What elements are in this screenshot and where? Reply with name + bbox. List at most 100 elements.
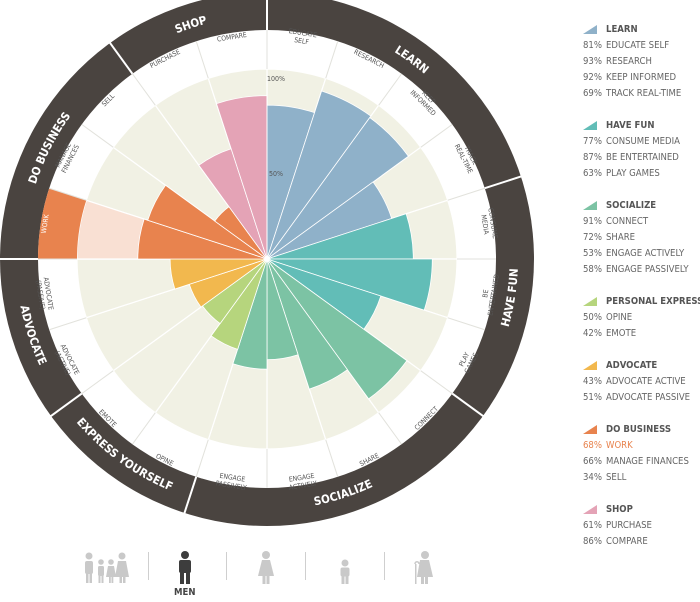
legend-item-label: PLAY GAMES <box>606 167 660 179</box>
sector-divider <box>378 412 403 445</box>
legend-swatch-icon <box>583 425 597 434</box>
category-divider <box>108 41 134 75</box>
legend-item-value: 42% <box>583 327 602 339</box>
men-persona-icon[interactable] <box>176 548 194 588</box>
legend-item-label: CONSUME MEDIA <box>606 135 680 147</box>
legend-header: DO BUSINESS <box>583 422 700 437</box>
kids-persona-icon[interactable] <box>336 548 354 588</box>
legend-item-label: EMOTE <box>606 327 637 339</box>
legend-item: 92% KEEP INFORMED <box>583 69 700 85</box>
bar-work[interactable] <box>137 218 268 260</box>
legend-header: ADVOCATE <box>583 358 700 373</box>
highlight-label-band <box>38 188 87 259</box>
legend-item-label: TRACK REAL-TIME <box>606 87 682 99</box>
legend-group: HAVE FUN 77% CONSUME MEDIA 87% BE ENTERTAINE… <box>583 118 700 181</box>
sector-divider <box>378 73 403 106</box>
legend-item-value: 69% <box>583 87 602 99</box>
polar-area-chart: 100%50%EDUCATESELFRESEARCHKEEPINFORMEDTR… <box>0 0 534 526</box>
legend-item: 91% CONNECT <box>583 213 700 229</box>
legend-swatch-icon <box>583 121 597 130</box>
legend-item: 77% CONSUME MEDIA <box>583 133 700 149</box>
legend-item-label: ADVOCATE PASSIVE <box>606 391 691 403</box>
legend-item-label: SELL <box>606 471 627 483</box>
legend-item-label: RESEARCH <box>606 55 652 67</box>
women-persona-icon[interactable] <box>257 548 275 588</box>
legend-item: 81% EDUCATE SELF <box>583 37 700 53</box>
sector-divider <box>325 439 339 477</box>
family-persona-icon[interactable] <box>80 548 130 588</box>
legend-item: 86% COMPARE <box>583 533 700 549</box>
legend-item-label: PURCHASE <box>606 519 652 531</box>
legend-item: 66% MANAGE FINANCES <box>583 453 700 469</box>
sector-divider <box>447 317 485 331</box>
legend-title: PERSONAL EXPRESSION <box>606 296 700 307</box>
legend-title: DO BUSINESS <box>606 424 671 435</box>
legend-item-label: COMPARE <box>606 535 648 547</box>
legend-title: SOCIALIZE <box>606 200 657 211</box>
legend-item: 42% EMOTE <box>583 325 700 341</box>
legend-item-value: 72% <box>583 231 602 243</box>
legend-item: 50% OPINE <box>583 309 700 325</box>
legend-item-value: 77% <box>583 135 602 147</box>
bar-engage-passively[interactable] <box>232 258 268 370</box>
category-divider <box>451 392 485 418</box>
legend-item-value: 51% <box>583 391 602 403</box>
legend-title: HAVE FUN <box>606 120 655 131</box>
sector-divider <box>420 123 453 148</box>
legend-group: SOCIALIZE 91% CONNECT 72% SHARE 53% ENGAGE ACT… <box>583 198 700 277</box>
sector-divider <box>195 41 209 79</box>
legend-item-label: MANAGE FINANCES <box>606 455 689 467</box>
legend-group: ADVOCATE 43% ADVOCATE ACTIVE 51% ADVOCATE PA… <box>583 358 700 405</box>
legend-item-label: BE ENTERTAINED <box>606 151 679 163</box>
legend-swatch-icon <box>583 361 597 370</box>
legend-item-value: 87% <box>583 151 602 163</box>
legend-swatch-icon <box>583 201 597 210</box>
legend-item: 87% BE ENTERTAINED <box>583 149 700 165</box>
legend-item: 69% TRACK REAL-TIME <box>583 85 700 101</box>
legend-swatch-icon <box>583 25 597 34</box>
legend-item: 53% ENGAGE ACTIVELY <box>583 245 700 261</box>
sector-divider <box>325 41 339 79</box>
bar-opine[interactable] <box>210 258 268 350</box>
legend-item-label: CONNECT <box>606 215 649 227</box>
legend-item: 93% RESEARCH <box>583 53 700 69</box>
legend-header: SOCIALIZE <box>583 198 700 213</box>
legend-item: 63% PLAY GAMES <box>583 165 700 181</box>
legend-swatch-icon <box>583 505 597 514</box>
legend-item: 34% SELL <box>583 469 700 485</box>
legend-group: LEARN 81% EDUCATE SELF 93% RESEARCH 92% KEEP I… <box>583 22 700 101</box>
sector-divider <box>81 123 114 148</box>
legend-item: 68% WORK <box>583 437 700 453</box>
legend-item-value: 86% <box>583 535 602 547</box>
bar-research[interactable] <box>266 90 372 260</box>
legend-item: 61% PURCHASE <box>583 517 700 533</box>
legend-item-value: 66% <box>583 455 602 467</box>
selected-persona-label: MEN <box>174 587 196 598</box>
wheel-item-text: ENGAGE <box>288 472 315 484</box>
category-divider <box>484 175 523 190</box>
r-tick-label: 100% <box>267 75 285 83</box>
sector-divider <box>49 187 87 201</box>
category-divider <box>183 476 198 515</box>
legend-header: LEARN <box>583 22 700 37</box>
legend-item-label: ENGAGE PASSIVELY <box>606 263 689 275</box>
legend-item: 51% ADVOCATE PASSIVE <box>583 389 700 405</box>
sector-divider <box>447 187 485 201</box>
bar-be-entertained[interactable] <box>266 258 433 311</box>
legend-item-value: 93% <box>583 55 602 67</box>
bar-keep-informed[interactable] <box>266 117 409 260</box>
legend-group: SHOP 61% PURCHASE 86% COMPARE <box>583 502 700 549</box>
legend-item: 43% ADVOCATE ACTIVE <box>583 373 700 389</box>
chart-legend: LEARN 81% EDUCATE SELF 93% RESEARCH 92% KEEP I… <box>583 22 700 566</box>
legend-item-value: 61% <box>583 519 602 531</box>
bar-share[interactable] <box>266 258 348 390</box>
legend-item-label: WORK <box>606 439 633 451</box>
bar-connect[interactable] <box>266 258 408 400</box>
legend-item-value: 92% <box>583 71 602 83</box>
bar-manage-finances[interactable] <box>147 184 268 260</box>
legend-item-label: KEEP INFORMED <box>606 71 677 83</box>
legend-item-label: SHARE <box>606 231 636 243</box>
seniors-persona-icon[interactable] <box>413 548 437 588</box>
